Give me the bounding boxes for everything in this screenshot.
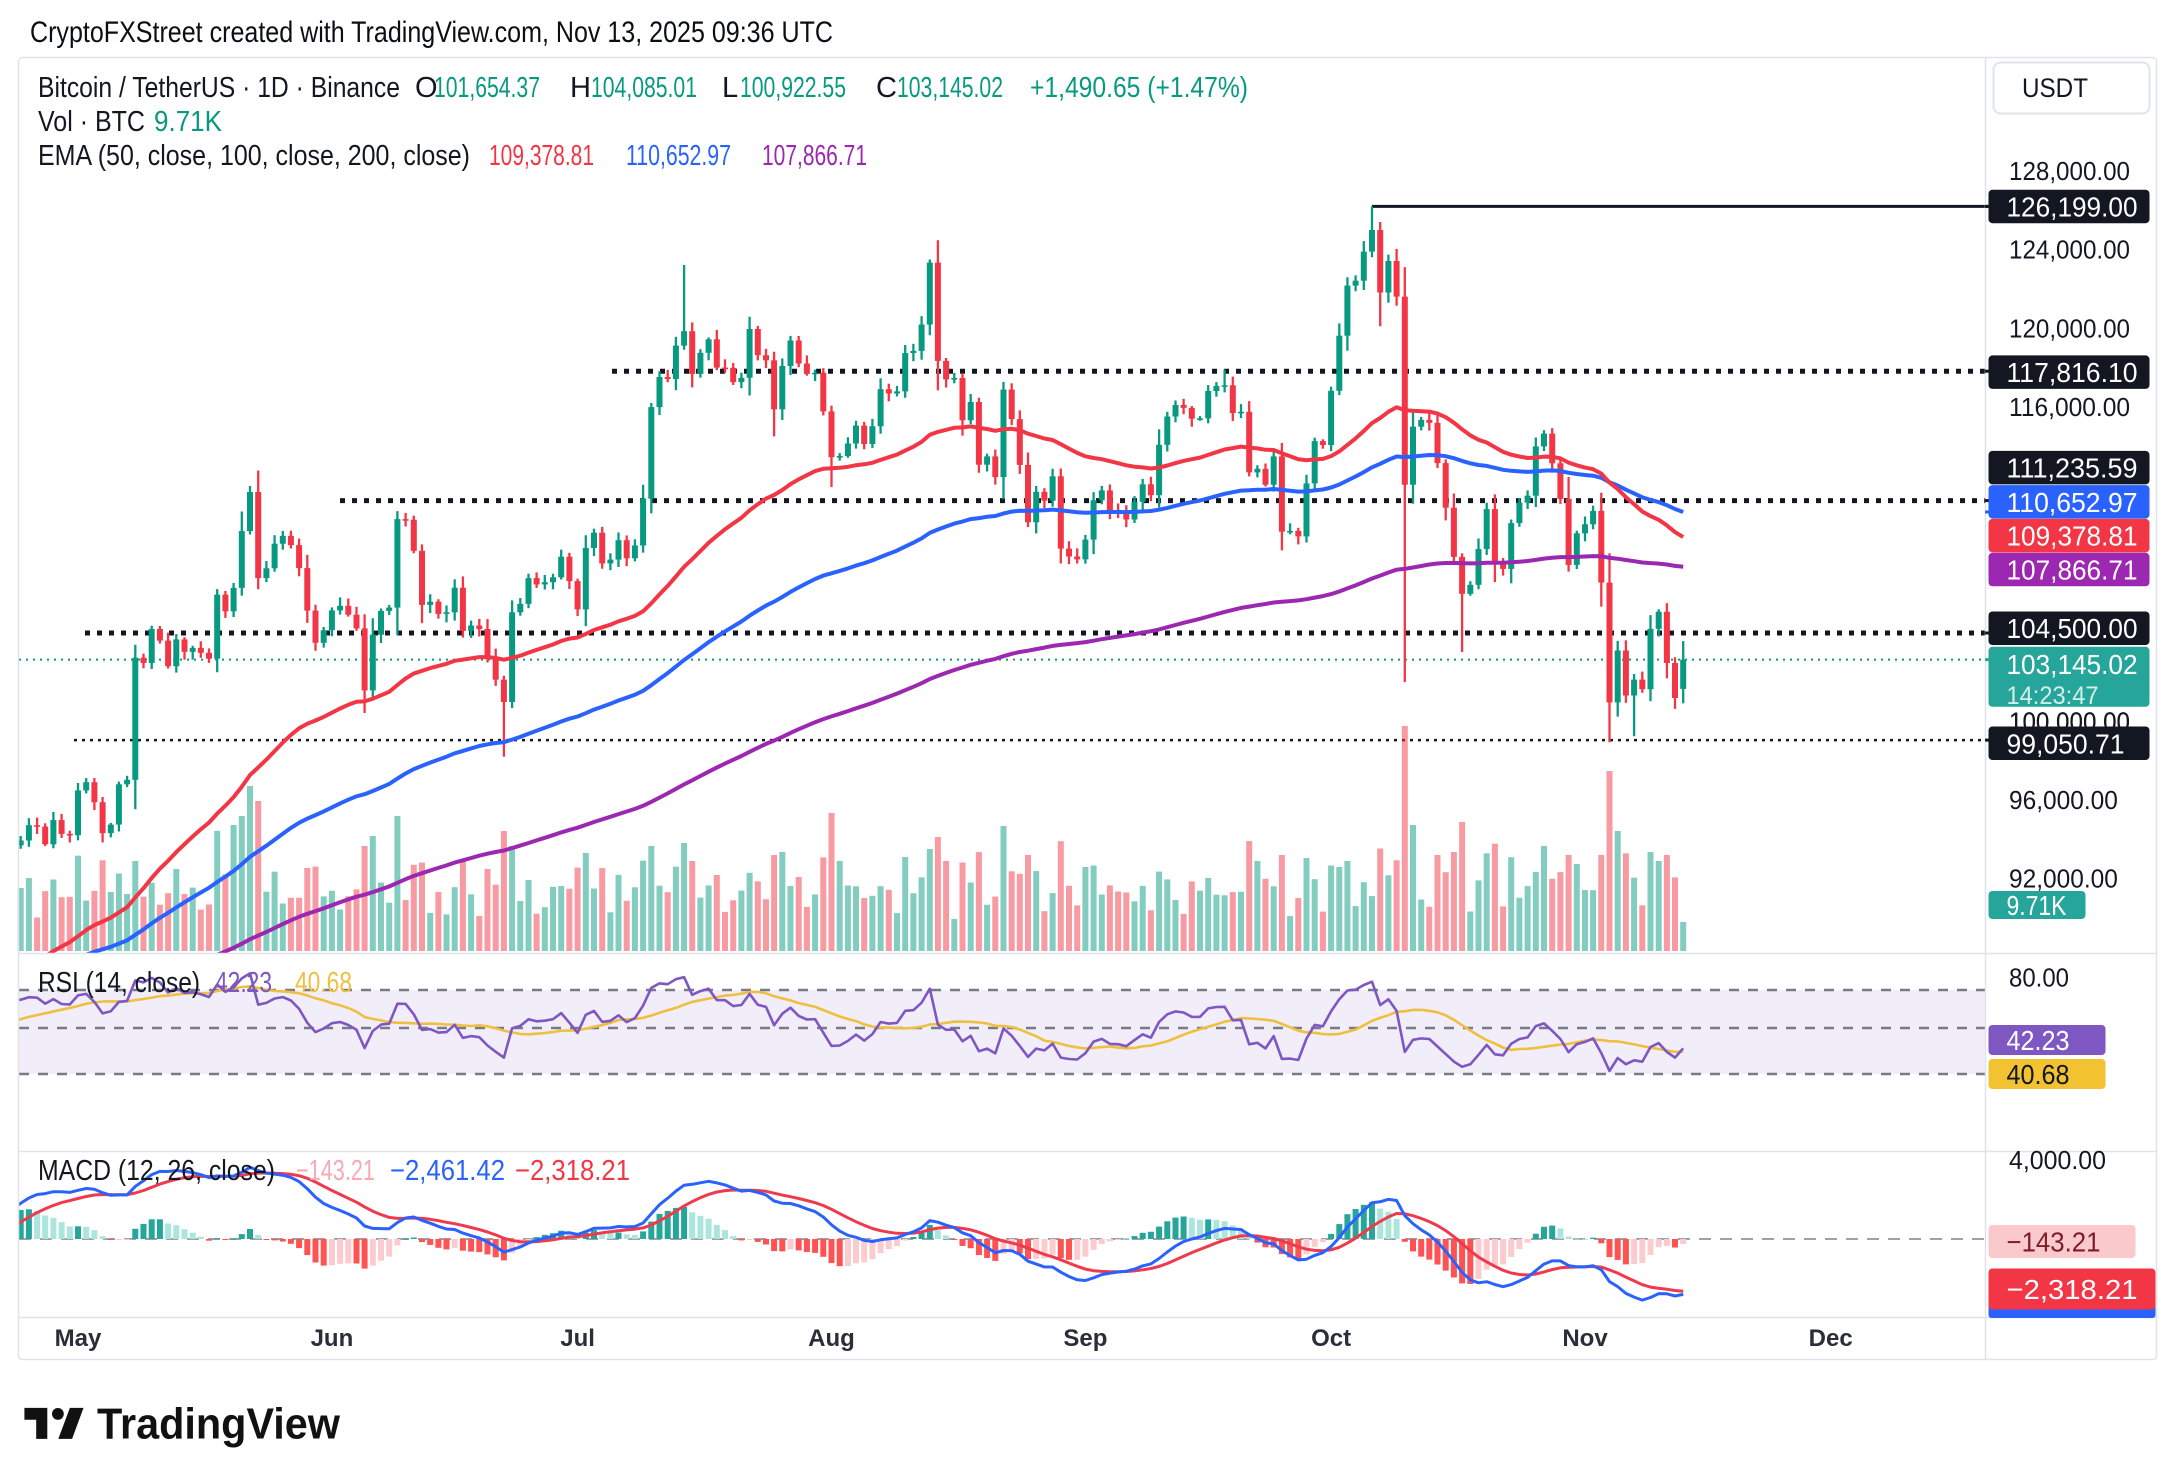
svg-text:USDT: USDT <box>2022 73 2088 103</box>
svg-text:EMA (50, close, 100, close, 20: EMA (50, close, 100, close, 200, close) <box>38 140 470 172</box>
svg-text:TradingView: TradingView <box>97 1400 341 1449</box>
svg-text:−2,318.21: −2,318.21 <box>515 1155 630 1187</box>
svg-text:−143.21: −143.21 <box>2007 1227 2101 1258</box>
svg-text:Oct: Oct <box>1311 1325 1351 1352</box>
svg-text:92,000.00: 92,000.00 <box>2009 864 2118 894</box>
svg-text:Sep: Sep <box>1063 1325 1107 1352</box>
svg-text:110,652.97: 110,652.97 <box>626 140 731 172</box>
svg-text:42.23: 42.23 <box>2007 1025 2070 1056</box>
svg-text:RSI (14, close): RSI (14, close) <box>38 967 200 999</box>
svg-text:Vol · BTC: Vol · BTC <box>38 106 145 138</box>
svg-text:107,866.71: 107,866.71 <box>2007 555 2138 586</box>
svg-text:4,000.00: 4,000.00 <box>2009 1145 2106 1175</box>
svg-text:96,000.00: 96,000.00 <box>2009 785 2118 815</box>
svg-text:L: L <box>722 72 738 104</box>
svg-text:103,145.02: 103,145.02 <box>2007 649 2138 680</box>
svg-text:120,000.00: 120,000.00 <box>2009 313 2130 343</box>
svg-text:CryptoFXStreet created with Tr: CryptoFXStreet created with TradingView.… <box>30 16 833 49</box>
svg-text:116,000.00: 116,000.00 <box>2009 392 2130 422</box>
svg-text:−2,461.42: −2,461.42 <box>390 1155 505 1187</box>
svg-text:101,654.37: 101,654.37 <box>434 72 540 104</box>
svg-text:110,652.97: 110,652.97 <box>2007 487 2138 518</box>
svg-text:111,235.59: 111,235.59 <box>2007 453 2138 484</box>
svg-text:Nov: Nov <box>1562 1325 1608 1352</box>
svg-text:104,500.00: 104,500.00 <box>2007 613 2138 644</box>
svg-text:42.23: 42.23 <box>215 967 272 999</box>
svg-text:117,816.10: 117,816.10 <box>2007 357 2138 388</box>
svg-text:O: O <box>415 72 438 104</box>
svg-text:99,050.71: 99,050.71 <box>2007 728 2125 759</box>
svg-text:109,378.81: 109,378.81 <box>2007 521 2138 552</box>
svg-text:Bitcoin / TetherUS · 1D · Bina: Bitcoin / TetherUS · 1D · Binance <box>38 72 400 104</box>
svg-text:104,085.01: 104,085.01 <box>591 72 697 104</box>
svg-text:9.71K: 9.71K <box>154 106 223 138</box>
svg-text:128,000.00: 128,000.00 <box>2009 156 2130 186</box>
svg-text:124,000.00: 124,000.00 <box>2009 235 2130 265</box>
svg-text:Jul: Jul <box>560 1325 595 1352</box>
svg-text:−2,318.21: −2,318.21 <box>2007 1274 2138 1305</box>
svg-text:126,199.00: 126,199.00 <box>2007 191 2138 222</box>
svg-text:Jun: Jun <box>311 1325 354 1352</box>
svg-text:H: H <box>570 72 591 104</box>
svg-text:14:23:47: 14:23:47 <box>2007 682 2099 710</box>
svg-text:103,145.02: 103,145.02 <box>897 72 1003 104</box>
svg-text:9.71K: 9.71K <box>2007 890 2067 921</box>
svg-text:MACD (12, 26, close): MACD (12, 26, close) <box>38 1155 275 1187</box>
svg-text:100,922.55: 100,922.55 <box>740 72 846 104</box>
svg-text:80.00: 80.00 <box>2009 963 2069 993</box>
svg-text:Dec: Dec <box>1809 1325 1853 1352</box>
svg-text:40.68: 40.68 <box>295 967 352 999</box>
svg-text:109,378.81: 109,378.81 <box>489 140 594 172</box>
svg-text:40.68: 40.68 <box>2007 1059 2070 1090</box>
svg-text:−143.21: −143.21 <box>296 1155 375 1187</box>
svg-text:C: C <box>876 72 897 104</box>
svg-text:+1,490.65 (+1.47%): +1,490.65 (+1.47%) <box>1030 72 1248 104</box>
svg-text:107,866.71: 107,866.71 <box>762 140 867 172</box>
svg-text:Aug: Aug <box>808 1325 855 1352</box>
svg-text:May: May <box>55 1325 102 1352</box>
